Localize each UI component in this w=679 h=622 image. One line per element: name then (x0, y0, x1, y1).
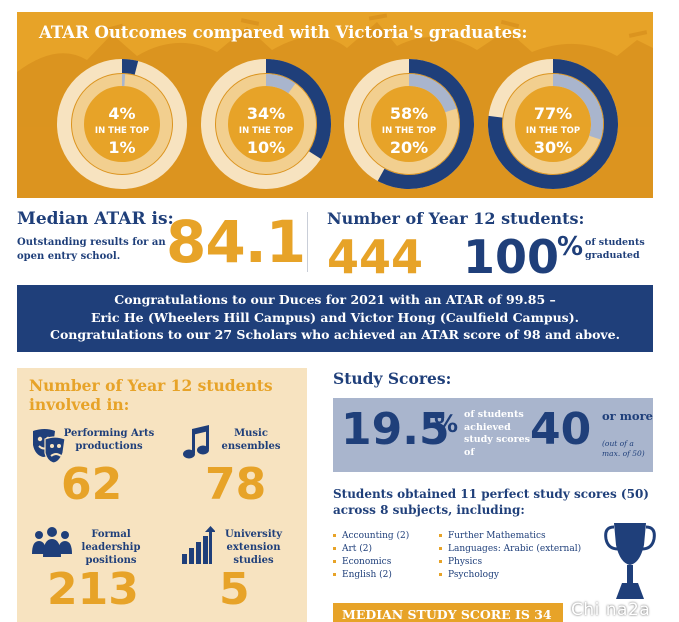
subject-item: Accounting (2) (333, 530, 438, 543)
ring-school-arc (488, 59, 618, 189)
ring-band: 10% (246, 138, 286, 157)
ring-percent: 4% (108, 104, 136, 123)
duces-line-3: Congratulations to our 27 Scholars who a… (50, 327, 620, 342)
ring-school-arc (121, 59, 139, 75)
graduated-value: 100 (463, 230, 560, 284)
people-group-icon (32, 527, 72, 557)
section-divider (307, 212, 308, 272)
ring-band: 30% (533, 138, 573, 157)
ring-chart (201, 59, 331, 189)
stat-label: Music ensembles (221, 428, 281, 452)
subject-item: Psychology (439, 569, 609, 582)
atar-outcomes-banner: ATAR Outcomes compared with Victoria's g… (17, 12, 653, 198)
ring-state-arc (552, 74, 603, 140)
bullet-icon (439, 534, 442, 537)
study-scores-percent: 19.5 (341, 404, 450, 455)
ring-percent: 77% (533, 104, 573, 123)
subject-item: Physics (439, 556, 609, 569)
study-scores-max-note: (out of a max. of 50) (602, 439, 645, 458)
ring-caption: IN THE TOP (525, 126, 581, 136)
ring-percent: 34% (246, 104, 286, 123)
duces-banner: Congratulations to our Duces for 2021 wi… (17, 285, 653, 352)
atar-ring-top-1: 4% IN THE TOP 1% (52, 54, 192, 194)
involvement-title: Number of Year 12 students involved in: (29, 376, 273, 414)
bullet-icon (439, 547, 442, 550)
subject-item: Economics (333, 556, 438, 569)
bullet-icon (333, 573, 336, 576)
stat-label: Performing Arts productions (63, 428, 155, 452)
ring-state-arc (265, 74, 296, 94)
bullet-icon (333, 534, 336, 537)
growth-chart-icon (182, 526, 215, 564)
study-scores-or-more: or more (602, 409, 653, 423)
ring-center (229, 87, 303, 161)
median-atar-title: Median ATAR is: (17, 209, 174, 229)
study-scores-threshold: 40 (530, 404, 592, 455)
ring-chart (57, 59, 187, 189)
study-scores-box: 19.5 % of students achieved study scores… (333, 398, 653, 472)
stat-value: 62 (61, 459, 123, 510)
subject-item: Languages: Arabic (external) (439, 543, 609, 556)
atar-ring-top-10: 34% IN THE TOP 10% (196, 54, 336, 194)
ring-caption: IN THE TOP (238, 126, 294, 136)
theatre-masks-icon (33, 429, 66, 464)
watermark-text: Chi na2a (571, 600, 651, 620)
involvement-panel: Number of Year 12 students involved in: … (17, 368, 307, 622)
bullet-icon (333, 560, 336, 563)
median-study-score-text: MEDIAN STUDY SCORE IS 34 (342, 607, 552, 622)
study-scores-title: Study Scores: (333, 369, 452, 388)
bullet-icon (333, 547, 336, 550)
ring-center (85, 87, 159, 161)
subjects-column-2: Further Mathematics Languages: Arabic (e… (439, 530, 609, 582)
subject-item: Further Mathematics (439, 530, 609, 543)
study-scores-percent-sign: % (434, 410, 459, 438)
study-scores-description: of students achieved study scores of (464, 409, 530, 458)
ring-band: 20% (389, 138, 429, 157)
year12-count-title: Number of Year 12 students: (327, 209, 585, 228)
ring-band: 1% (108, 138, 136, 157)
year12-count-value: 444 (327, 230, 424, 284)
atar-ring-top-30: 77% IN THE TOP 30% (483, 54, 623, 194)
duces-line-2: Eric He (Wheelers Hill Campus) and Victo… (91, 309, 579, 325)
perfect-scores-text: Students obtained 11 perfect study score… (333, 487, 649, 517)
bullet-icon (439, 560, 442, 563)
median-study-score-bar: MEDIAN STUDY SCORE IS 34 (333, 603, 563, 622)
ring-percent: 58% (389, 104, 429, 123)
banner-title: ATAR Outcomes compared with Victoria's g… (39, 23, 528, 42)
stat-value: 5 (219, 564, 250, 615)
subject-item: English (2) (333, 569, 438, 582)
duces-line-1: Congratulations to our Duces for 2021 wi… (114, 292, 556, 307)
atar-ring-top-20: 58% IN THE TOP 20% (339, 54, 479, 194)
subject-item: Art (2) (333, 543, 438, 556)
bullet-icon (439, 573, 442, 576)
median-atar-subtitle: Outstanding results for an open entry sc… (17, 237, 166, 262)
ring-caption: IN THE TOP (381, 126, 437, 136)
ring-chart (344, 59, 474, 189)
ring-center (372, 87, 446, 161)
trophy-icon (604, 523, 656, 599)
stat-value: 78 (205, 459, 267, 510)
median-atar-value: 84.1 (166, 208, 306, 276)
graduated-percent-sign: % (557, 232, 584, 262)
graduated-label: of students graduated (585, 237, 645, 261)
ring-caption: IN THE TOP (94, 126, 150, 136)
subjects-column-1: Accounting (2) Art (2) Economics English… (333, 530, 438, 582)
ring-state-arc (408, 74, 457, 113)
ring-school-arc (377, 59, 474, 189)
ring-school-arc (265, 59, 331, 159)
stat-label: University extension studies (224, 529, 283, 566)
music-note-icon (183, 425, 209, 459)
stat-label: Formal leadership positions (81, 529, 141, 566)
stat-value: 213 (47, 564, 139, 615)
ring-chart (488, 59, 618, 189)
ring-center (516, 87, 590, 161)
